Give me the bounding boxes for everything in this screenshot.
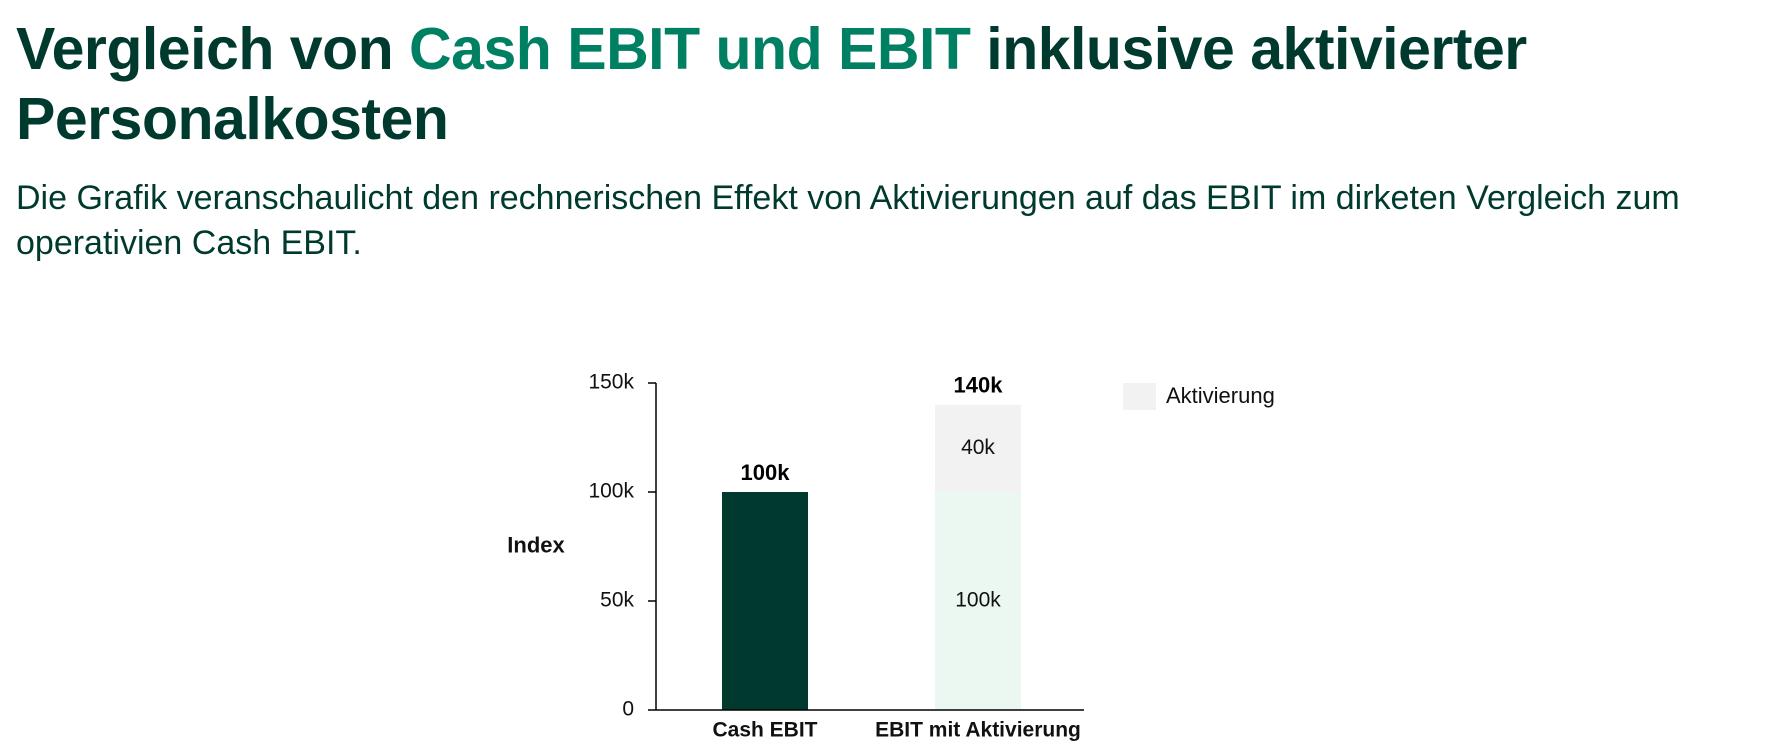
legend-label: Aktivierung [1166, 383, 1275, 408]
segment-labels: 100k 40k [955, 436, 1001, 612]
bar-segment [722, 492, 808, 710]
title-prefix: Vergleich von [16, 16, 410, 82]
x-axis-labels: Cash EBIT EBIT mit Aktivierung [712, 719, 1080, 742]
y-tick-label: 100k [588, 480, 634, 503]
page-subtitle: Die Grafik veranschaulicht den rechneris… [16, 179, 1680, 262]
y-axis-title: Index [507, 532, 565, 557]
segment-value-label: 100k [955, 589, 1001, 612]
bar-segment [935, 492, 1021, 710]
y-tick-label: 50k [600, 589, 634, 612]
bars [722, 404, 1021, 710]
y-tick-label: 0 [622, 698, 634, 721]
total-value-label: 140k [954, 373, 1004, 398]
bar-segment [935, 404, 1021, 492]
legend: Aktivierung [1123, 383, 1275, 410]
y-tick-label: 150k [588, 371, 634, 394]
y-axis-ticks: 0 50k 100k 150k [588, 371, 656, 721]
total-value-label: 100k [741, 460, 791, 485]
total-labels: 100k 140k [741, 373, 1004, 485]
page-title: Vergleich von Cash EBIT und EBIT inklusi… [16, 14, 1756, 154]
x-tick-label: EBIT mit Aktivierung [875, 719, 1081, 742]
title-accent: Cash EBIT und EBIT [409, 16, 971, 82]
title-suffix: inklusive aktivierter Personalkosten [16, 16, 1527, 152]
x-tick-label: Cash EBIT [712, 719, 817, 742]
legend-swatch [1123, 383, 1156, 410]
segment-value-label: 40k [961, 436, 995, 459]
